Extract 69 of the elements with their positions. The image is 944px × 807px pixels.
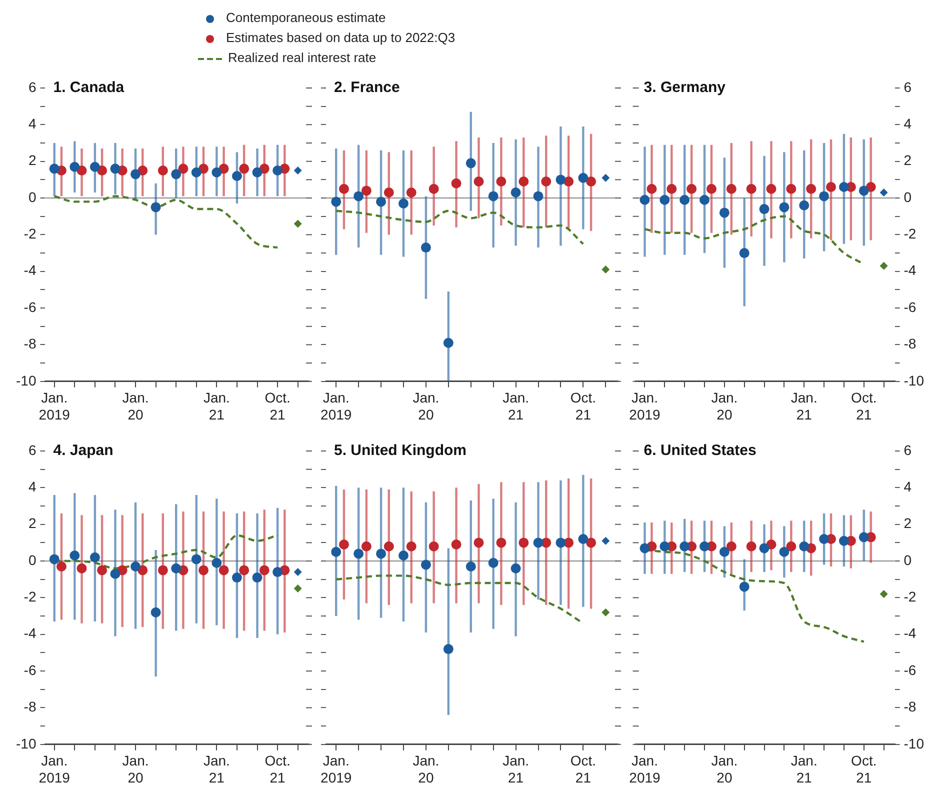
x-tick-label: Jan. 20	[412, 390, 440, 422]
x-tick-label: Jan. 2019	[320, 390, 352, 422]
x-tick-label: Jan. 2019	[629, 390, 661, 422]
legend-label: Estimates based on data up to 2022:Q3	[226, 30, 456, 45]
x-tick-label: Oct. 21	[570, 390, 596, 422]
y-tick-label: -10	[16, 735, 36, 752]
y-tick-label: -6	[24, 662, 36, 678]
x-tick-label: Oct. 21	[264, 390, 290, 422]
y2-tick-label: 4	[904, 116, 912, 132]
x-tick-label: Jan. 21	[790, 752, 818, 786]
y2-tick-label: -4	[904, 262, 916, 278]
x-tick-label: Oct. 21	[570, 752, 596, 786]
x-tick-label: Jan. 2019	[38, 752, 70, 786]
y2-tick-label: -10	[904, 735, 924, 752]
y-tick-label: 4	[28, 478, 36, 495]
chart-title: 4. Japan	[53, 442, 114, 460]
y2-tick-label: -6	[904, 662, 916, 678]
y2-tick-label: 2	[904, 152, 912, 168]
x-tick-label: Jan. 21	[203, 390, 230, 422]
x-tick-label: Oct. 21	[264, 752, 290, 786]
x-tick-label: Oct. 21	[851, 752, 877, 786]
y-tick-label: -2	[24, 226, 36, 242]
y2-tick-label: -8	[904, 698, 916, 715]
y2-tick-label: -8	[904, 336, 916, 352]
x-tick-label: Jan. 20	[122, 390, 149, 422]
x-tick-label: Jan. 2019	[38, 390, 70, 422]
legend-label: Realized real interest rate	[228, 50, 376, 65]
x-tick-label: Jan. 2019	[629, 752, 661, 786]
x-tick-label: Jan. 20	[711, 752, 738, 786]
y2-tick-label: 0	[904, 552, 912, 568]
x-tick-label: Jan. 21	[502, 752, 530, 786]
y-tick-label: 0	[28, 552, 36, 568]
y-tick-label: 0	[28, 188, 36, 205]
y-tick-label: -2	[24, 588, 36, 605]
y-tick-label: -6	[24, 298, 36, 315]
y2-tick-label: -4	[904, 625, 916, 642]
y2-tick-label: 6	[904, 78, 912, 95]
y-tick-label: -8	[24, 698, 36, 715]
y2-tick-label: 6	[904, 442, 912, 458]
x-tick-label: Jan. 20	[122, 752, 149, 786]
x-tick-label: Jan. 21	[203, 752, 230, 786]
x-tick-label: Jan. 20	[711, 390, 738, 422]
y2-tick-label: -2	[904, 226, 916, 242]
y-tick-label: -4	[24, 625, 36, 642]
x-tick-label: Jan. 21	[502, 390, 530, 422]
y2-tick-label: 2	[904, 515, 912, 532]
chart-title: 5. United Kingdom	[334, 442, 466, 460]
chart-title: 6. United States	[644, 442, 756, 460]
x-tick-label: Jan. 20	[412, 752, 440, 786]
y-tick-label: 2	[28, 152, 36, 168]
y-tick-label: -4	[24, 262, 36, 278]
y2-tick-label: 4	[904, 478, 912, 495]
y-tick-label: 2	[28, 515, 36, 532]
chart-title: 1. Canada	[53, 79, 125, 96]
x-tick-label: Jan. 2019	[320, 752, 352, 786]
y-tick-label: 6	[28, 442, 36, 458]
y-tick-label: 4	[28, 116, 36, 132]
y-tick-label: -8	[24, 336, 36, 352]
y2-tick-label: 0	[904, 188, 912, 205]
y-tick-label: -10	[16, 372, 36, 388]
y2-tick-label: -6	[904, 298, 916, 315]
y-tick-label: 6	[28, 78, 36, 95]
chart-title: 3. Germany	[644, 79, 726, 96]
x-tick-label: Oct. 21	[851, 390, 877, 422]
y2-tick-label: -10	[904, 372, 924, 388]
chart-title: 2. France	[334, 79, 400, 96]
legend-label: Contemporaneous estimate	[226, 10, 386, 25]
x-tick-label: Jan. 21	[790, 390, 818, 422]
y2-tick-label: -2	[904, 588, 916, 605]
